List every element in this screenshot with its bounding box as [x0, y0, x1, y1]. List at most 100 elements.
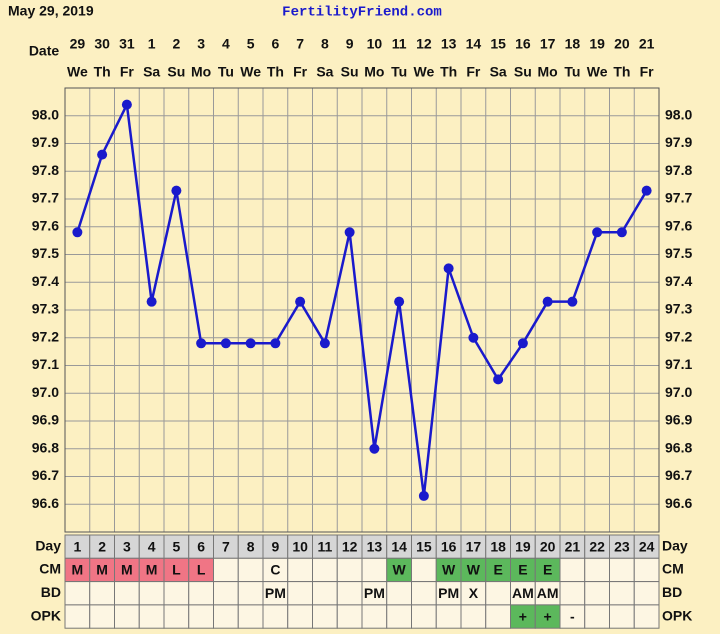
temperature-point	[468, 332, 479, 343]
weekday-label: Sa	[143, 64, 160, 80]
table-cell	[584, 581, 610, 606]
date-label: 20	[614, 36, 630, 52]
weekday-label: Tu	[218, 64, 234, 80]
table-cell	[411, 604, 437, 629]
table-cell	[584, 604, 610, 629]
cell-text: 9	[271, 538, 279, 554]
y-tick-label-right: 96.8	[665, 439, 692, 455]
cell-text: AM	[537, 585, 559, 601]
y-tick-label: 97.1	[32, 356, 59, 372]
date-label: 11	[392, 36, 407, 52]
cell-text: 7	[222, 538, 230, 554]
temperature-point	[443, 263, 454, 274]
weekday-label: Mo	[538, 64, 558, 80]
y-tick-label: 97.3	[32, 301, 59, 317]
table-cell	[336, 604, 363, 629]
temperature-point	[418, 490, 429, 501]
y-tick-label-right: 97.1	[665, 356, 692, 372]
table-cell	[287, 557, 313, 583]
table-cell	[213, 557, 239, 583]
table-cell	[584, 557, 610, 583]
weekday-label: We	[67, 64, 88, 80]
y-tick-label: 97.0	[32, 384, 59, 400]
cell-text: 1	[73, 538, 81, 554]
table-cell	[163, 604, 190, 629]
table-cell	[336, 581, 363, 606]
date-label: 17	[540, 36, 556, 52]
cell-text: +	[544, 608, 552, 624]
y-tick-label-right: 97.7	[665, 190, 692, 206]
table-cell	[609, 557, 635, 583]
weekday-label: Fr	[293, 64, 308, 80]
table-cell	[138, 604, 165, 629]
cell-text: 15	[416, 538, 432, 554]
date-label: 1	[148, 36, 156, 52]
y-tick-label: 97.7	[32, 190, 59, 206]
table-cell	[559, 581, 586, 606]
temperature-point	[245, 338, 256, 349]
weekday-label: Fr	[640, 64, 655, 80]
temperature-point	[196, 338, 207, 349]
temperature-point	[567, 296, 578, 307]
y-tick-label-right: 96.9	[665, 412, 692, 428]
table-cell	[287, 604, 313, 629]
cell-text: W	[442, 562, 456, 578]
table-cell	[336, 557, 363, 583]
cell-text: 23	[614, 538, 630, 554]
cell-text: M	[96, 562, 108, 578]
table-cell	[312, 604, 338, 629]
date-label: 7	[296, 36, 304, 52]
row-label-right: CM	[662, 561, 684, 577]
temperature-point	[97, 149, 108, 160]
table-cell	[237, 557, 264, 583]
row-label: OPK	[31, 607, 61, 623]
y-tick-label-right: 98.0	[665, 106, 692, 122]
y-tick-label: 96.7	[32, 467, 59, 483]
table-cell	[89, 604, 115, 629]
table-cell	[138, 581, 165, 606]
date-label: 2	[172, 36, 180, 52]
weekday-label: Sa	[490, 64, 507, 80]
table-cell	[460, 604, 487, 629]
cell-text: 12	[342, 538, 358, 554]
weekday-label: We	[240, 64, 261, 80]
temperature-point	[394, 296, 405, 307]
cell-text: 18	[490, 538, 506, 554]
cell-text: PM	[265, 585, 286, 601]
y-tick-label-right: 96.7	[665, 467, 692, 483]
date-label: 18	[565, 36, 581, 52]
cell-text: 11	[317, 538, 332, 554]
cell-text: 22	[589, 538, 605, 554]
y-tick-label-right: 97.6	[665, 217, 692, 233]
date-label: 29	[70, 36, 86, 52]
date-label: 4	[222, 36, 230, 52]
y-tick-label-right: 97.9	[665, 134, 692, 150]
y-tick-label-right: 97.2	[665, 328, 692, 344]
cell-text: 8	[247, 538, 255, 554]
weekday-label: Th	[613, 64, 630, 80]
table-cell	[386, 604, 412, 629]
cell-text: E	[493, 562, 502, 578]
table-cell	[361, 557, 388, 583]
table-cell	[188, 581, 214, 606]
date-label: 6	[271, 36, 279, 52]
y-tick-label-right: 97.5	[665, 245, 692, 261]
weekday-label: Fr	[120, 64, 135, 80]
y-tick-label: 97.2	[32, 328, 59, 344]
cell-text: C	[270, 562, 280, 578]
cell-text: W	[467, 562, 481, 578]
temperature-point	[295, 296, 306, 307]
temperature-point	[72, 227, 83, 238]
table-cell	[213, 604, 239, 629]
table-cell	[237, 581, 264, 606]
row-label-right: BD	[662, 584, 682, 600]
date-label: 12	[416, 36, 432, 52]
table-cell	[633, 604, 660, 629]
cell-text: X	[469, 585, 479, 601]
weekday-label: We	[414, 64, 435, 80]
weekday-label: Mo	[191, 64, 211, 80]
cell-text: 20	[540, 538, 556, 554]
date-label: 9	[346, 36, 354, 52]
cell-text: L	[197, 562, 206, 578]
